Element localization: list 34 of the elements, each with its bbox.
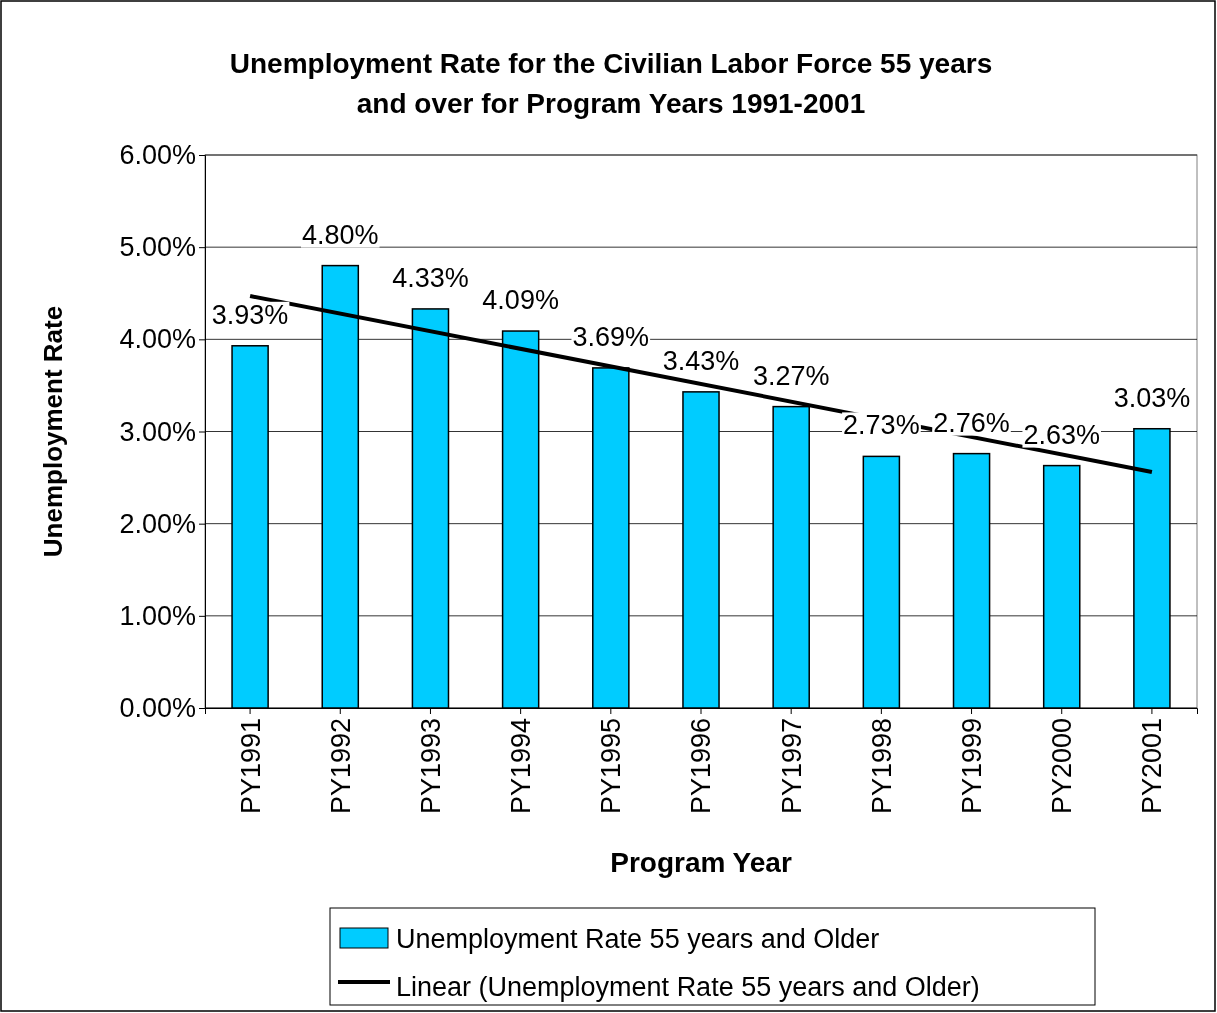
data-label: 4.33%: [392, 262, 469, 293]
x-tick-label: PY1991: [235, 718, 266, 815]
x-tick-label: PY2001: [1137, 718, 1168, 815]
x-tick-label: PY1993: [415, 718, 446, 815]
data-label: 2.73%: [843, 410, 920, 441]
legend-label: Unemployment Rate 55 years and Older: [396, 924, 880, 954]
y-tick-label: 0.00%: [119, 693, 196, 724]
data-label: 2.76%: [933, 407, 1010, 438]
x-tick-label: PY2000: [1047, 718, 1078, 815]
y-tick-label: 5.00%: [119, 232, 196, 263]
data-label: 3.43%: [662, 345, 740, 376]
data-label: 3.27%: [752, 360, 830, 391]
x-tick-label: PY1996: [686, 718, 717, 815]
data-label: 3.03%: [1113, 382, 1191, 413]
x-tick-label: PY1995: [596, 718, 627, 815]
y-axis-title: Unemployment Rate: [38, 305, 68, 558]
data-label: 4.09%: [482, 285, 559, 316]
y-tick-label: 6.00%: [119, 140, 196, 171]
x-tick-label: PY1999: [957, 718, 987, 815]
y-tick-label: 3.00%: [119, 416, 196, 447]
y-tick-label: 2.00%: [119, 508, 196, 539]
x-axis-title: Program Year: [610, 847, 792, 878]
x-tick-label: PY1998: [866, 718, 897, 815]
y-tick-label: 4.00%: [119, 324, 196, 355]
data-label: 4.80%: [301, 219, 379, 250]
y-tick-label: 1.00%: [119, 600, 196, 631]
x-tick-label: PY1994: [506, 718, 537, 815]
x-tick-label: PY1997: [776, 718, 807, 815]
data-label: 3.69%: [572, 321, 650, 352]
x-tick-label: PY1992: [325, 718, 356, 815]
data-label: 2.63%: [1023, 419, 1101, 450]
data-label: 3.93%: [211, 299, 289, 330]
chart-title: Unemployment Rate for the Civilian Labor Force 55 years and over for Program Years 1991-2001: [229, 48, 993, 119]
legend-label: Linear (Unemployment Rate 55 years and Older): [396, 972, 980, 1002]
